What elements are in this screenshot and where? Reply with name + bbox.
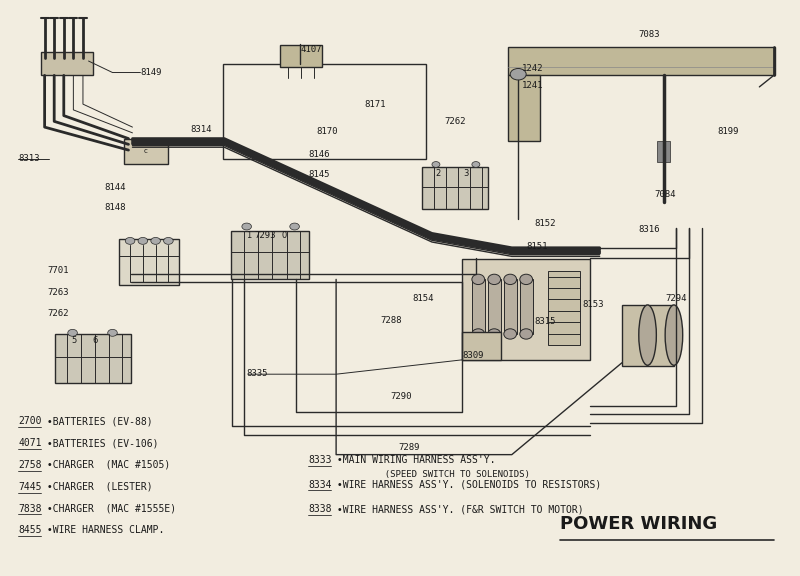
Bar — [41, 52, 93, 75]
Text: 8316: 8316 — [638, 225, 659, 234]
Text: 8151: 8151 — [526, 242, 548, 251]
Text: 8333: 8333 — [308, 456, 332, 465]
Text: 8153: 8153 — [582, 300, 603, 309]
Circle shape — [432, 162, 440, 168]
Text: 8146: 8146 — [308, 150, 330, 158]
Text: 7262: 7262 — [444, 117, 466, 126]
Text: 8335: 8335 — [246, 369, 268, 377]
Text: 8313: 8313 — [18, 154, 40, 163]
Text: 7293: 7293 — [254, 230, 276, 240]
Text: 7263: 7263 — [47, 288, 69, 297]
Bar — [472, 279, 485, 334]
Text: 0: 0 — [282, 230, 287, 240]
Circle shape — [151, 237, 161, 244]
Bar — [119, 239, 178, 285]
Circle shape — [290, 223, 299, 230]
Text: •BATTERIES (EV-88): •BATTERIES (EV-88) — [42, 416, 153, 426]
Text: •WIRE HARNESS ASS'Y. (F&R SWITCH TO MOTOR): •WIRE HARNESS ASS'Y. (F&R SWITCH TO MOTO… — [331, 504, 584, 514]
Bar — [55, 334, 131, 383]
Text: 7289: 7289 — [398, 444, 420, 452]
Text: 7083: 7083 — [638, 29, 659, 39]
Text: 6: 6 — [92, 336, 98, 346]
Text: 7084: 7084 — [654, 191, 675, 199]
Ellipse shape — [520, 274, 533, 285]
Text: •MAIN WIRING HARNESS ASS'Y.: •MAIN WIRING HARNESS ASS'Y. — [331, 456, 496, 465]
Bar — [504, 279, 517, 334]
Text: 8145: 8145 — [308, 170, 330, 179]
Bar — [508, 75, 540, 142]
Text: 8144: 8144 — [105, 183, 126, 192]
Text: •WIRE HARNESS CLAMP.: •WIRE HARNESS CLAMP. — [42, 525, 165, 536]
Text: 2758: 2758 — [18, 460, 42, 470]
Text: 7445: 7445 — [18, 482, 42, 492]
Circle shape — [510, 69, 526, 80]
Bar — [222, 64, 426, 159]
Text: c: c — [144, 148, 148, 154]
Ellipse shape — [488, 329, 501, 339]
Text: 7294: 7294 — [665, 294, 686, 303]
Text: 8334: 8334 — [308, 479, 332, 490]
Bar — [280, 45, 322, 67]
Text: POWER WIRING: POWER WIRING — [560, 514, 717, 533]
Ellipse shape — [504, 274, 517, 285]
Text: •CHARGER  (MAC #1555E): •CHARGER (MAC #1555E) — [42, 503, 176, 514]
Text: 8338: 8338 — [308, 504, 332, 514]
Text: 2: 2 — [436, 169, 441, 177]
Circle shape — [242, 223, 251, 230]
Text: 4071: 4071 — [18, 438, 42, 448]
Bar — [230, 230, 309, 279]
Text: 8309: 8309 — [462, 351, 484, 361]
Text: 8149: 8149 — [141, 68, 162, 77]
Text: (SPEED SWITCH TO SOLENOIDS): (SPEED SWITCH TO SOLENOIDS) — [331, 470, 530, 479]
Bar — [462, 259, 590, 360]
Text: 8170: 8170 — [316, 127, 338, 136]
Bar — [657, 142, 670, 162]
Text: 5: 5 — [71, 336, 77, 346]
Text: 3: 3 — [462, 169, 468, 177]
Text: •WIRE HARNESS ASS'Y. (SOLENOIDS TO RESISTORS): •WIRE HARNESS ASS'Y. (SOLENOIDS TO RESIS… — [331, 479, 602, 490]
Text: 8152: 8152 — [534, 219, 556, 228]
Ellipse shape — [665, 305, 682, 365]
Text: 8171: 8171 — [364, 100, 386, 109]
Ellipse shape — [472, 274, 485, 285]
Text: 7290: 7290 — [390, 392, 412, 400]
Text: •CHARGER  (LESTER): •CHARGER (LESTER) — [42, 482, 153, 492]
Ellipse shape — [520, 329, 533, 339]
Text: 7838: 7838 — [18, 503, 42, 514]
Ellipse shape — [472, 329, 485, 339]
Text: 1: 1 — [246, 230, 251, 240]
Text: 2700: 2700 — [18, 416, 42, 426]
Text: 8455: 8455 — [18, 525, 42, 536]
Text: •CHARGER  (MAC #1505): •CHARGER (MAC #1505) — [42, 460, 170, 470]
Text: 1241: 1241 — [522, 81, 543, 90]
Bar — [622, 305, 674, 366]
Ellipse shape — [504, 329, 517, 339]
Bar — [125, 139, 169, 165]
Bar — [520, 279, 533, 334]
Circle shape — [164, 237, 173, 244]
Circle shape — [138, 237, 148, 244]
Ellipse shape — [488, 274, 501, 285]
Bar — [548, 271, 580, 346]
Text: •BATTERIES (EV-106): •BATTERIES (EV-106) — [42, 438, 158, 448]
Ellipse shape — [638, 305, 656, 365]
Bar — [508, 47, 775, 75]
Circle shape — [126, 237, 135, 244]
Circle shape — [68, 329, 78, 336]
Text: 8154: 8154 — [412, 294, 434, 303]
Text: 7262: 7262 — [47, 309, 69, 319]
Text: 1242: 1242 — [522, 64, 543, 73]
Circle shape — [472, 162, 480, 168]
Text: 7701: 7701 — [47, 266, 69, 275]
Bar — [488, 279, 501, 334]
Text: 8199: 8199 — [718, 127, 739, 136]
Text: 8314: 8314 — [190, 126, 211, 134]
Bar — [422, 168, 488, 209]
Bar — [462, 332, 501, 360]
Text: 8148: 8148 — [105, 203, 126, 212]
Text: 4107: 4107 — [300, 45, 322, 54]
Text: 7288: 7288 — [380, 316, 402, 325]
Text: 8315: 8315 — [534, 317, 556, 326]
Circle shape — [108, 329, 118, 336]
